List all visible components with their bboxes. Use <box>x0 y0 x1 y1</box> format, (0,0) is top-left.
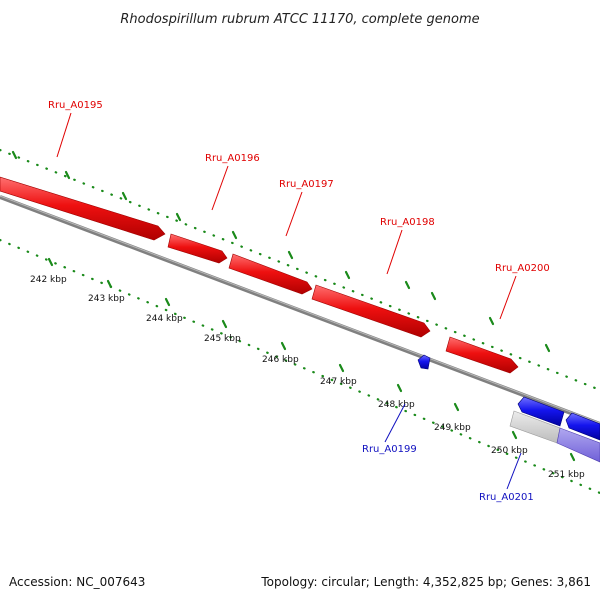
highlight-segment <box>509 410 600 463</box>
kbp-label: 251 kbp <box>548 470 585 480</box>
accession-text: Accession: NC_007643 <box>9 575 145 589</box>
kbp-label: 247 kbp <box>320 377 357 387</box>
gene-rru-a0195[interactable] <box>0 176 166 241</box>
gene-label-rru-a0200[interactable]: Rru_A0200 <box>495 263 550 274</box>
gene-rru-a0202[interactable] <box>565 412 600 441</box>
outer-tick-track <box>0 148 600 392</box>
kbp-label: 245 kbp <box>204 334 241 344</box>
gene-rru-a0201[interactable] <box>517 396 565 427</box>
gene-rru-a0199[interactable] <box>417 354 431 370</box>
forward-genes <box>0 176 519 374</box>
backbone <box>0 195 600 426</box>
gene-label-rru-a0198[interactable]: Rru_A0198 <box>380 217 435 228</box>
kbp-label: 250 kbp <box>491 446 528 456</box>
gene-rru-a0197[interactable] <box>228 253 313 295</box>
gene-rru-a0200[interactable] <box>445 336 519 374</box>
position-labels: 242 kbp 243 kbp 244 kbp 245 kbp 246 kbp … <box>30 275 585 480</box>
kbp-label: 246 kbp <box>262 355 299 365</box>
genome-summary-text: Topology: circular; Length: 4,352,825 bp… <box>260 575 591 589</box>
gene-label-rru-a0199[interactable]: Rru_A0199 <box>362 444 417 455</box>
gene-rru-a0198[interactable] <box>311 284 431 338</box>
reverse-genes <box>417 354 600 441</box>
gene-label-rru-a0196[interactable]: Rru_A0196 <box>205 153 260 164</box>
inner-tick-track <box>0 238 600 495</box>
gene-rru-a0196[interactable] <box>167 233 228 264</box>
map-title: Rhodospirillum rubrum ATCC 11170, comple… <box>120 12 479 27</box>
kbp-label: 243 kbp <box>88 294 125 304</box>
gene-label-rru-a0197[interactable]: Rru_A0197 <box>279 179 334 190</box>
kbp-label: 248 kbp <box>378 400 415 410</box>
reverse-gene-labels: Rru_A0199 Rru_A0201 <box>362 403 534 503</box>
kbp-label: 242 kbp <box>30 275 67 285</box>
kbp-label: 249 kbp <box>434 423 471 433</box>
gene-label-rru-a0195[interactable]: Rru_A0195 <box>48 100 103 111</box>
kbp-label: 244 kbp <box>146 314 183 324</box>
gene-label-rru-a0201[interactable]: Rru_A0201 <box>479 492 534 503</box>
forward-gene-labels: Rru_A0195 Rru_A0196 Rru_A0197 Rru_A0198 … <box>48 100 550 320</box>
